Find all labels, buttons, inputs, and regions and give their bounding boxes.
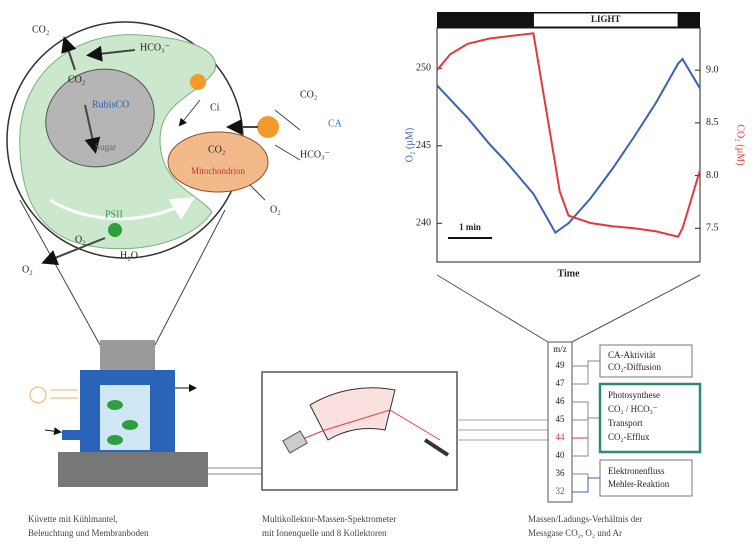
connector [572,418,600,456]
mz-header: m/z [553,344,567,354]
y-tick-label: 250 [416,63,431,74]
psii-complex [108,223,122,237]
mz-value: 36 [556,468,566,478]
y2-axis-label: CO₂ (µM) [735,124,746,165]
cuvette [30,340,262,487]
transporter [257,116,279,138]
label: O₂ [75,234,86,245]
mz-list: m/z 49 47 46 45 44 40 36 32 [548,342,600,502]
light-rays [50,390,78,398]
mz-value: 32 [556,486,565,496]
connector [572,418,600,438]
mass-spectrometer [262,372,548,490]
connector [572,361,600,366]
label: O₂ [22,264,33,275]
caption: Küvette mit Kühlmantel, [28,514,118,524]
cell-icon [122,420,138,430]
label: CO₂ [208,144,225,155]
stopper [100,340,155,370]
label: Sugar [95,142,116,152]
group-label: Elektronenfluss [608,466,665,476]
x-axis-label: Time [557,268,580,279]
connector [572,402,600,418]
captions: Küvette mit Kühlmantel, Beleuchtung und … [28,514,642,538]
label: CO₂ [300,89,317,100]
cell-icon [107,435,123,445]
group-label: CO₂ / HCO₃⁻ [608,404,658,414]
group-label: CO₂-Efflux [608,432,650,442]
cell-diagram: CO₂ HCO₃⁻ CO₂ RubisCO Sugar Ci CO₂ CA HC… [7,22,343,345]
caption: Massen/Ladungs-Verhältnis der [528,514,642,524]
mz-value: 44 [556,432,566,442]
label: PSII [105,209,123,220]
label: CA [328,118,343,129]
zoom-line [437,275,700,342]
label: O₂ [270,204,281,215]
y-axis-label: O₂ (µM) [404,128,415,163]
label: Mitochondrion [191,166,245,176]
caption: Messgase CO₂, O₂ und Ar [528,528,622,538]
label: Ci [210,102,220,113]
cell-icon [107,400,123,410]
group-label: Transport [608,418,643,428]
connector [572,478,600,492]
label: CO₂ [32,24,49,35]
arrow [275,110,300,160]
y2-tick-label: 7.5 [706,223,719,234]
arrow [45,430,60,432]
caption: mit Ionenquelle und 8 Kollektoren [262,528,387,538]
label: HCO₃⁻ [300,149,330,160]
y-tick-label: 240 [416,218,431,229]
label: RubisCO [92,99,129,110]
arrow [250,185,265,200]
mz-value: 49 [556,360,566,370]
mz-value: 46 [556,396,566,406]
y2-tick-label: 8.0 [706,170,719,181]
group-label: CA-Aktivität [608,350,656,360]
mitochondrion [168,132,268,192]
y2-tick-label: 9.0 [706,64,719,75]
light-label: LIGHT [591,14,621,24]
y-tick-label: 245 [416,140,431,151]
mz-value: 45 [556,414,566,424]
port [62,430,84,440]
group-label: Mehler-Reaktion [608,479,670,489]
tube [208,468,262,474]
connector [572,361,600,384]
mz-value: 47 [556,378,566,388]
y2-tick-label: 8.5 [706,117,719,128]
signal-lines [457,420,548,440]
group-label: Photosynthese [608,390,660,400]
figure: CO₂ HCO₃⁻ CO₂ RubisCO Sugar Ci CO₂ CA HC… [0,0,755,550]
lamp-icon [30,387,46,403]
caption: Multikollektor-Massen-Spektrometer [262,514,396,524]
transporter [190,74,206,90]
mz-value: 40 [556,450,566,460]
label: CO₂ [68,74,85,85]
scale-label: 1 min [459,222,481,232]
base [58,452,208,487]
group-label: CO₂-Diffusion [608,362,661,372]
process-boxes: CA-Aktivität CO₂-Diffusion Photosynthese… [600,345,700,496]
caption: Beleuchtung und Membranboden [28,528,149,538]
label: HCO₃⁻ [140,42,170,53]
label: H₂O [120,250,138,261]
chart: LIGHT 240 245 250 7.5 8.0 8.5 9.0 O₂ (µM) CO₂ (µM… [404,12,745,279]
connector [572,474,600,478]
